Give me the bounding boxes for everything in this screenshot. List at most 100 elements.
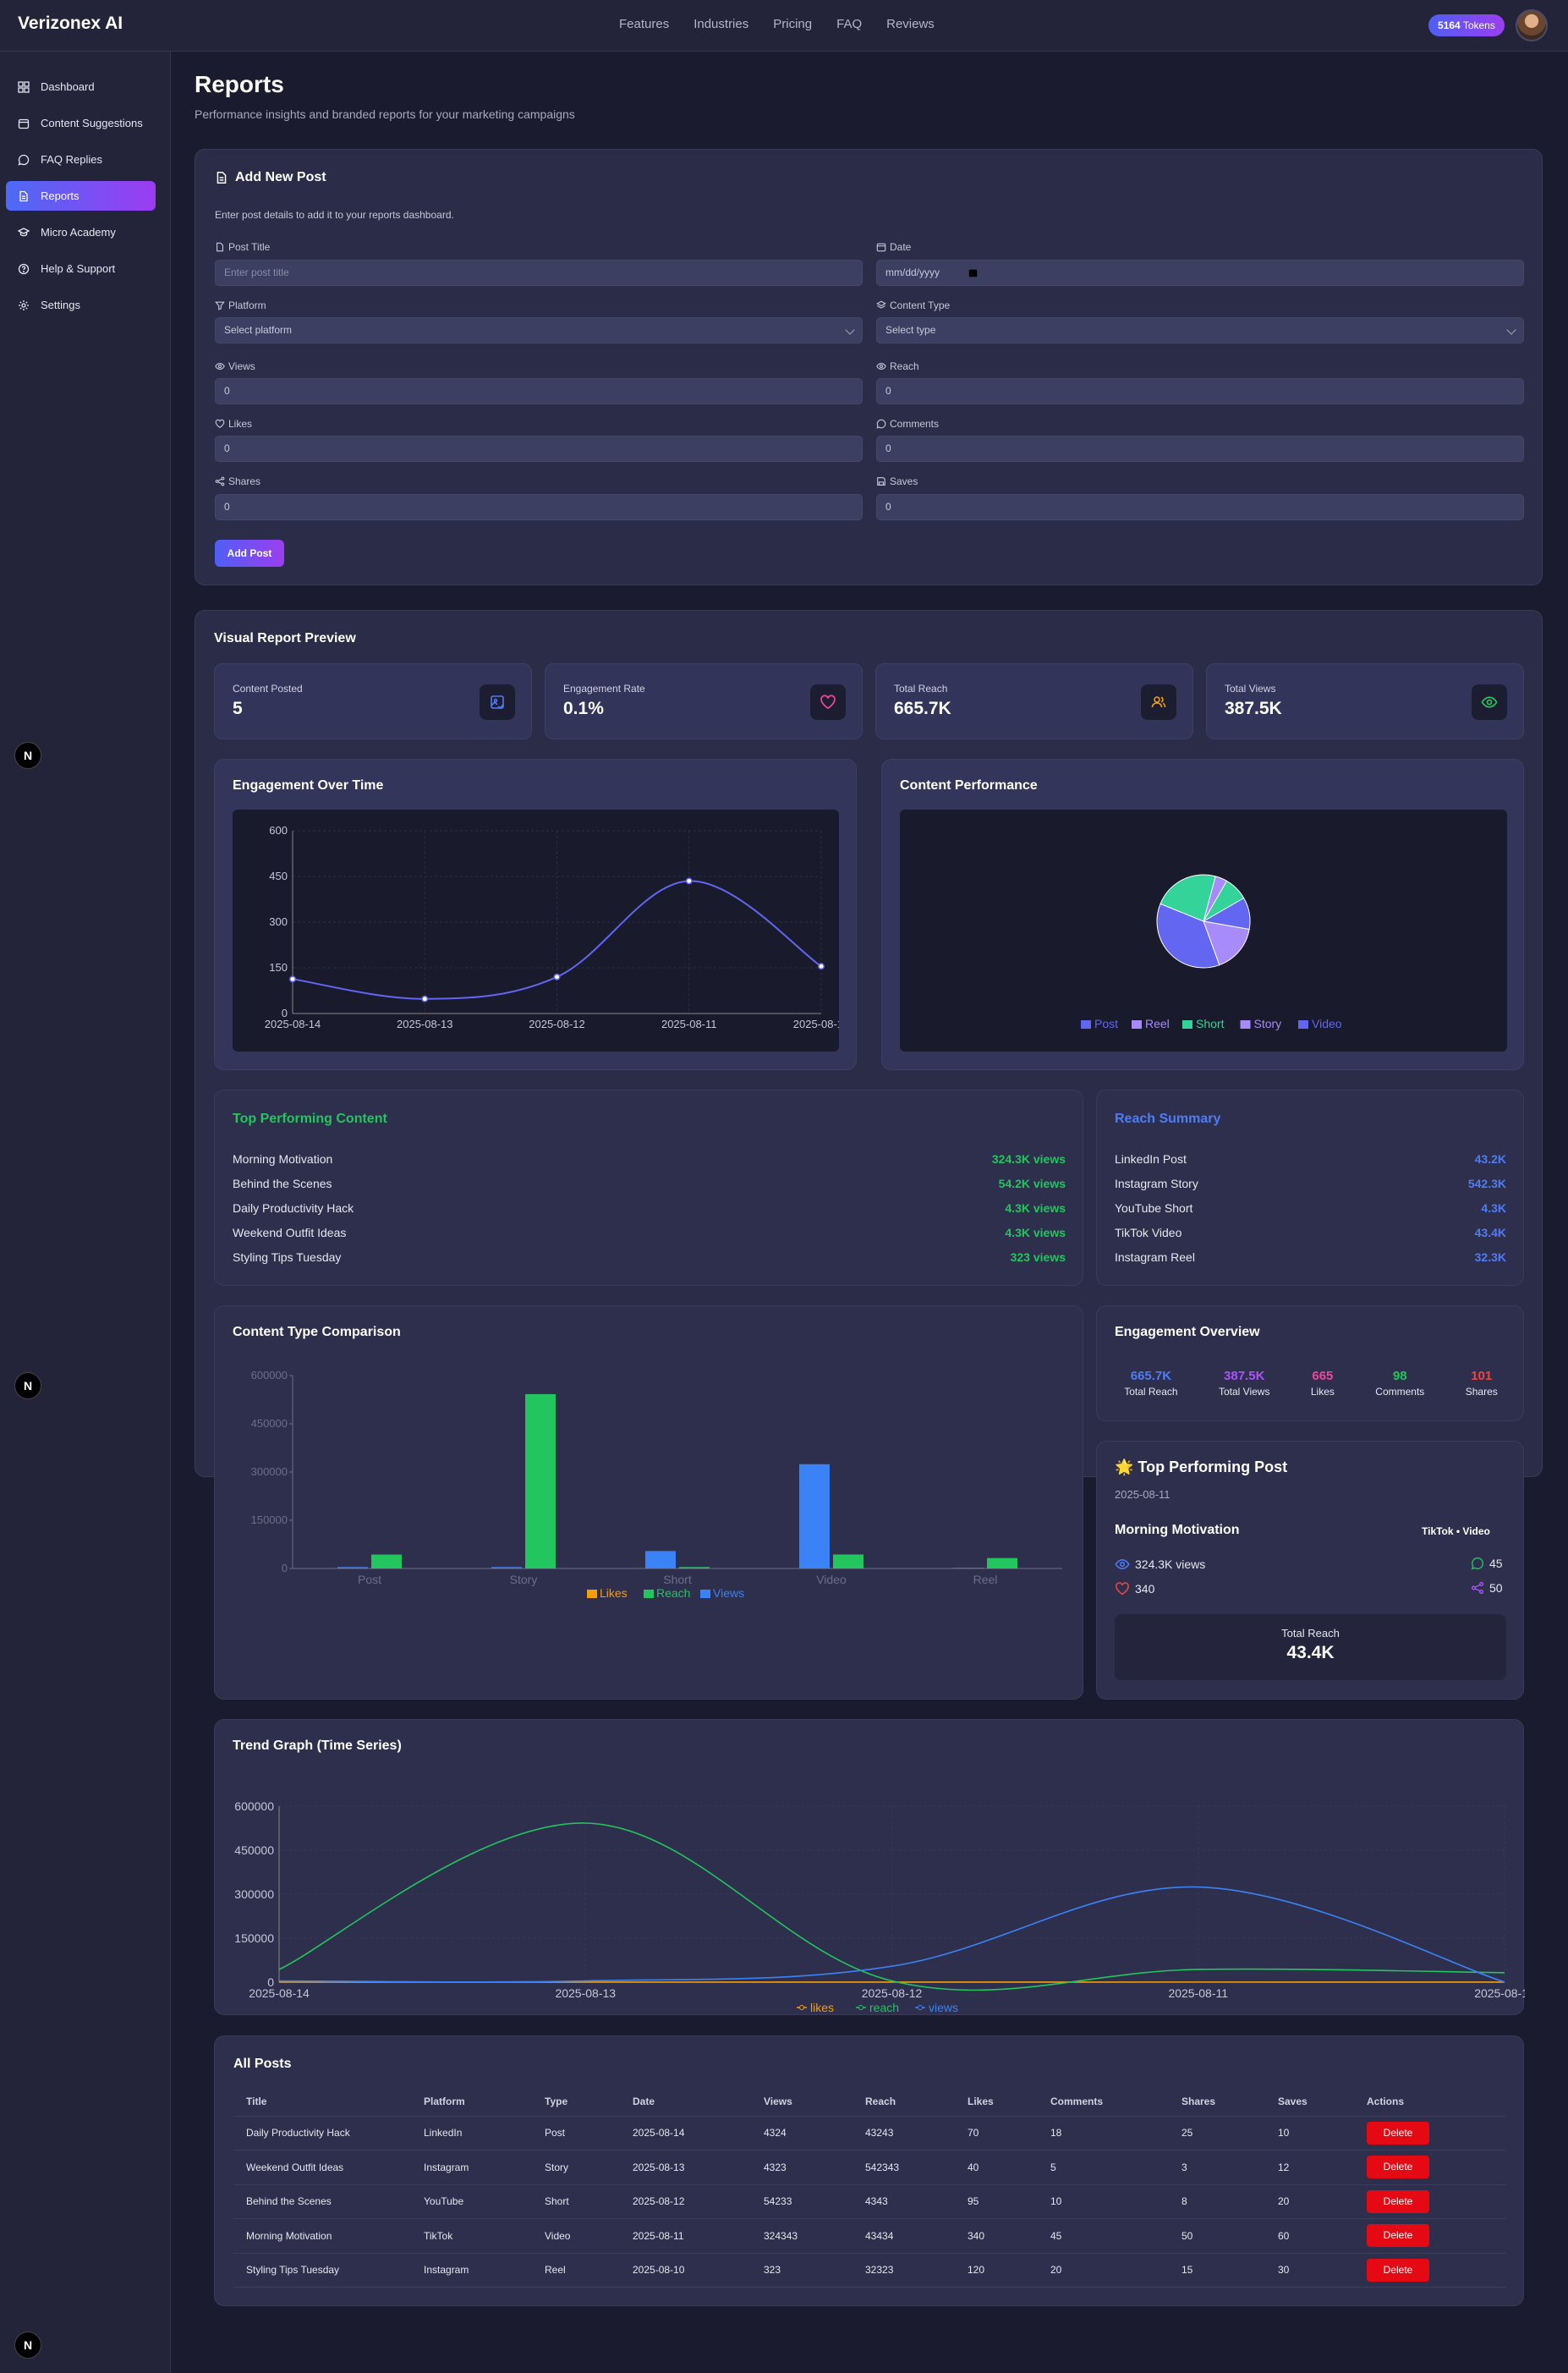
platform-label-text: Platform — [228, 299, 266, 311]
column-header-comments: Comments — [1050, 2087, 1181, 2117]
delete-button[interactable]: Delete — [1367, 2156, 1429, 2179]
nav-link-reviews[interactable]: Reviews — [886, 17, 935, 31]
nav-link-faq[interactable]: FAQ — [836, 17, 863, 31]
list-item: Instagram Story 542.3K — [1115, 1177, 1506, 1190]
table-cell-saves: 30 — [1278, 2253, 1367, 2288]
engagement-overview-title: Engagement Overview — [1115, 1325, 1260, 1339]
table-cell-title: Behind the Scenes — [233, 2184, 424, 2219]
likes-value: 340 — [1135, 1582, 1155, 1596]
likes-input[interactable]: 0 — [215, 436, 863, 462]
data-point — [818, 963, 825, 970]
saves-label-text: Saves — [890, 475, 918, 487]
delete-button[interactable]: Delete — [1367, 2224, 1429, 2248]
x-tick-label: Short — [663, 1573, 692, 1586]
top-post-comments: 45 — [1471, 1557, 1503, 1570]
n-badge[interactable]: N — [14, 1372, 41, 1399]
views-input[interactable]: 0 — [215, 378, 863, 404]
add-post-button[interactable]: Add Post — [215, 540, 284, 567]
metric-label: Total Reach — [1124, 1386, 1178, 1398]
actions-cell: Delete — [1367, 2253, 1506, 2288]
reach-input[interactable]: 0 — [876, 378, 1524, 404]
pie-slice-reel — [1203, 920, 1250, 966]
data-point — [421, 995, 429, 1002]
page-title: Reports — [195, 71, 284, 97]
heart-icon — [215, 419, 225, 428]
sidebar-item-faq-replies[interactable]: FAQ Replies — [6, 145, 156, 174]
table-cell-reach: 43434 — [865, 2218, 968, 2254]
date-input-value: mm/dd/yyyy — [885, 266, 940, 278]
table-cell-likes: 95 — [968, 2184, 1050, 2219]
post-title-label: Post Title — [215, 241, 270, 253]
sidebar-item-label: Micro Academy — [41, 226, 116, 239]
content-type-select[interactable]: Select type — [876, 317, 1524, 343]
sidebar-item-help-support[interactable]: Help & Support — [6, 254, 156, 283]
calendar-icon[interactable] — [968, 268, 978, 277]
trend-line-chart: 0 150000 300000 450000 600000 2025-08-14 2025-… — [234, 1799, 1525, 2012]
n-badge[interactable]: N — [14, 2332, 41, 2359]
metric-label: Shares — [1465, 1386, 1498, 1398]
item-value: 32.3K — [1474, 1250, 1506, 1264]
saves-input[interactable]: 0 — [876, 494, 1524, 520]
sidebar-item-dashboard[interactable]: Dashboard — [6, 72, 156, 102]
sidebar-item-content-suggestions[interactable]: Content Suggestions — [6, 108, 156, 138]
table-cell-title: Morning Motivation — [233, 2218, 424, 2254]
table-cell-saves: 60 — [1278, 2218, 1367, 2254]
metric-label: Comments — [1375, 1386, 1425, 1398]
table-cell-comments: 20 — [1050, 2253, 1181, 2288]
platform-select[interactable]: Select platform — [215, 317, 863, 343]
table-cell-type: Video — [545, 2218, 633, 2254]
sidebar-item-reports[interactable]: Reports — [6, 181, 156, 211]
brand-logo[interactable]: Verizonex AI — [18, 14, 123, 33]
delete-button[interactable]: Delete — [1367, 2189, 1429, 2213]
content-type-select-value: Select type — [885, 324, 936, 336]
post-title-input[interactable]: Enter post title — [215, 260, 863, 286]
heart-icon — [810, 684, 846, 720]
nav-link-features[interactable]: Features — [619, 17, 670, 31]
list-item: Behind the Scenes 54.2K views — [233, 1177, 1066, 1190]
trend-graph-card: Trend Graph (Time Series) 0 150000 300000 4… — [214, 1719, 1525, 2015]
heart-icon — [1116, 1582, 1129, 1596]
graduation-cap-icon — [18, 227, 30, 236]
stat-value: 5 — [233, 699, 243, 718]
user-avatar[interactable] — [1516, 9, 1548, 41]
stat-label: Total Views — [1225, 683, 1276, 695]
x-tick-label: 2025-08-11 — [661, 1018, 717, 1030]
n-badge[interactable]: N — [14, 742, 41, 769]
comments-input[interactable]: 0 — [876, 436, 1524, 462]
shares-label: Shares — [215, 475, 260, 487]
metric-value: 665.7K — [1130, 1369, 1172, 1383]
delete-button[interactable]: Delete — [1367, 2121, 1429, 2145]
delete-button[interactable]: Delete — [1367, 2258, 1429, 2282]
table-cell-shares: 15 — [1181, 2253, 1278, 2288]
item-name: Daily Productivity Hack — [233, 1201, 354, 1215]
metric-label: Likes — [1310, 1386, 1335, 1398]
content-performance-pie-chart: Post Reel Short Story Video — [1081, 874, 1342, 1030]
data-point — [685, 877, 693, 885]
chat-bubble-icon — [18, 154, 30, 165]
eye-icon — [1115, 1559, 1130, 1569]
posts-table: Title Platform Type Date Views Reach Likes Comm… — [233, 2087, 1506, 2288]
date-label-text: Date — [890, 241, 912, 253]
sidebar-item-settings[interactable]: Settings — [6, 290, 156, 320]
performance-chart-title: Content Performance — [900, 778, 1038, 793]
date-input[interactable]: mm/dd/yyyy — [876, 260, 1524, 286]
top-navbar: Verizonex AI Features Industries Pricing… — [0, 0, 1568, 52]
column-header-actions: Actions — [1367, 2087, 1506, 2117]
table-row: Styling Tips Tuesday Instagram Reel 2025-08… — [233, 2253, 1506, 2288]
tokens-badge[interactable]: 5164 Tokens — [1428, 14, 1505, 36]
bar-reach-short — [679, 1567, 710, 1568]
gear-icon — [19, 299, 29, 310]
sidebar-item-label: Help & Support — [41, 262, 116, 275]
nav-link-pricing[interactable]: Pricing — [773, 17, 813, 31]
stat-card-content-posted: Content Posted 5 — [214, 663, 532, 739]
shares-input[interactable]: 0 — [215, 494, 863, 520]
stat-card-total-reach: Total Reach 665.7K — [875, 663, 1193, 739]
nav-link-industries[interactable]: Industries — [694, 17, 749, 31]
x-tick-label: 2025-08-10 — [1474, 1986, 1525, 2000]
legend-swatch — [1182, 1020, 1192, 1029]
item-name: TikTok Video — [1115, 1226, 1182, 1239]
tokens-label: Tokens — [1462, 19, 1495, 31]
top-post-card: 🌟 Top Performing Post 2025-08-11 Morning… — [1096, 1441, 1524, 1700]
table-cell-reach: 542343 — [865, 2150, 968, 2185]
sidebar-item-micro-academy[interactable]: Micro Academy — [6, 217, 156, 247]
